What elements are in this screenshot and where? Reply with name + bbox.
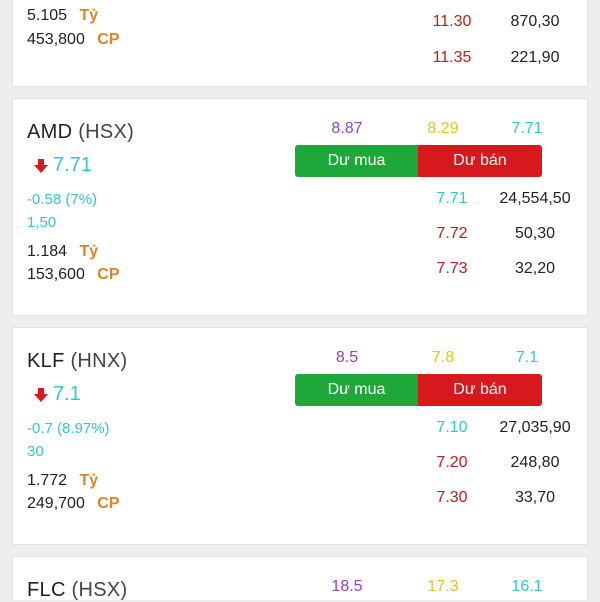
ticker-symbol: KLF [27,350,65,372]
ticker-symbol: AMD [27,121,73,143]
volume-row: 153,600 CP [27,266,120,284]
low-price: 7.1 [515,349,539,366]
ticker-exchange: (HSX) [78,121,135,143]
value-row: 5.105 Tỷ [27,7,98,25]
price-row: 7.1 [33,383,81,406]
stock-card-amd[interactable]: AMD (HSX) 7.71 -0.58 (7%) 1,50 1.184 Tỷ … [12,98,588,316]
value-row: 1.184 Tỷ [27,243,98,261]
orderbook-volume: 50,30 [514,225,556,242]
trade-volume: 153,600 [27,266,85,283]
buy-surplus-button[interactable]: Dư mua [295,145,418,177]
high-price: 18.5 [331,578,363,595]
ticker-symbol: FLC [27,579,66,601]
price-change: -0.58 (7%) [27,191,98,208]
orderbook-price: 7.73 [436,260,468,277]
volume-row: 249,700 CP [27,495,120,513]
stock-card-partial-top[interactable]: 5.105 Tỷ 453,800 CP 11.30 870,30 11.35 2… [12,0,588,87]
reference-price: 17.3 [427,578,459,595]
unit-cp: CP [97,31,120,48]
buy-surplus-button[interactable]: Dư mua [295,374,418,406]
ticker-title: FLC (HSX) [27,579,128,602]
ticker-title: KLF (HNX) [27,350,128,373]
orderbook-volume: 24,554,50 [499,190,571,207]
unit-ty: Tỷ [79,243,99,260]
orderbook-volume: 27,035,90 [499,419,571,436]
trade-value: 1.184 [27,243,68,260]
low-price: 7.71 [511,120,543,137]
value-row: 1.772 Tỷ [27,472,98,490]
current-price: 7.71 [53,154,92,176]
sub-value: 30 [27,443,44,460]
unit-ty: Tỷ [79,7,99,24]
orderbook-volume: 33,70 [514,489,556,506]
orderbook-price: 7.20 [436,454,468,471]
orderbook-volume: 248,80 [510,454,560,471]
orderbook-volume: 870,30 [510,13,560,30]
orderbook-price: 7.30 [436,489,468,506]
ticker-exchange: (HNX) [70,350,128,372]
price-change: -0.7 (8.97%) [27,420,110,437]
sell-surplus-button[interactable]: Dư bán [418,374,542,406]
trade-value: 1.772 [27,472,68,489]
current-price: 7.1 [53,383,81,405]
orderbook-price: 7.10 [436,419,468,436]
unit-ty: Tỷ [79,472,99,489]
arrow-down-icon [34,158,48,173]
ticker-exchange: (HSX) [71,579,128,601]
sell-surplus-button[interactable]: Dư bán [418,145,542,177]
volume-row: 453,800 CP [27,31,120,49]
orderbook-price: 7.72 [436,225,468,242]
arrow-down-icon [34,387,48,402]
trade-value: 5.105 [27,7,68,24]
price-row: 7.71 [33,154,92,177]
high-price: 8.87 [331,120,363,137]
reference-price: 8.29 [427,120,459,137]
orderbook-price: 7.71 [436,190,468,207]
unit-cp: CP [97,495,120,512]
ticker-title: AMD (HSX) [27,121,134,144]
low-price: 16.1 [511,578,543,595]
orderbook-price: 11.30 [432,13,472,30]
stock-card-klf[interactable]: KLF (HNX) 7.1 -0.7 (8.97%) 30 1.772 Tỷ 2… [12,327,588,545]
stock-card-flc[interactable]: FLC (HSX) 18.5 17.3 16.1 [12,556,588,602]
trade-volume: 453,800 [27,31,85,48]
reference-price: 7.8 [431,349,455,366]
sub-value: 1,50 [27,214,57,231]
orderbook-volume: 32,20 [514,260,556,277]
orderbook-price: 11.35 [432,49,472,66]
orderbook-volume: 221,90 [510,49,560,66]
high-price: 8.5 [335,349,359,366]
unit-cp: CP [97,266,120,283]
trade-volume: 249,700 [27,495,85,512]
